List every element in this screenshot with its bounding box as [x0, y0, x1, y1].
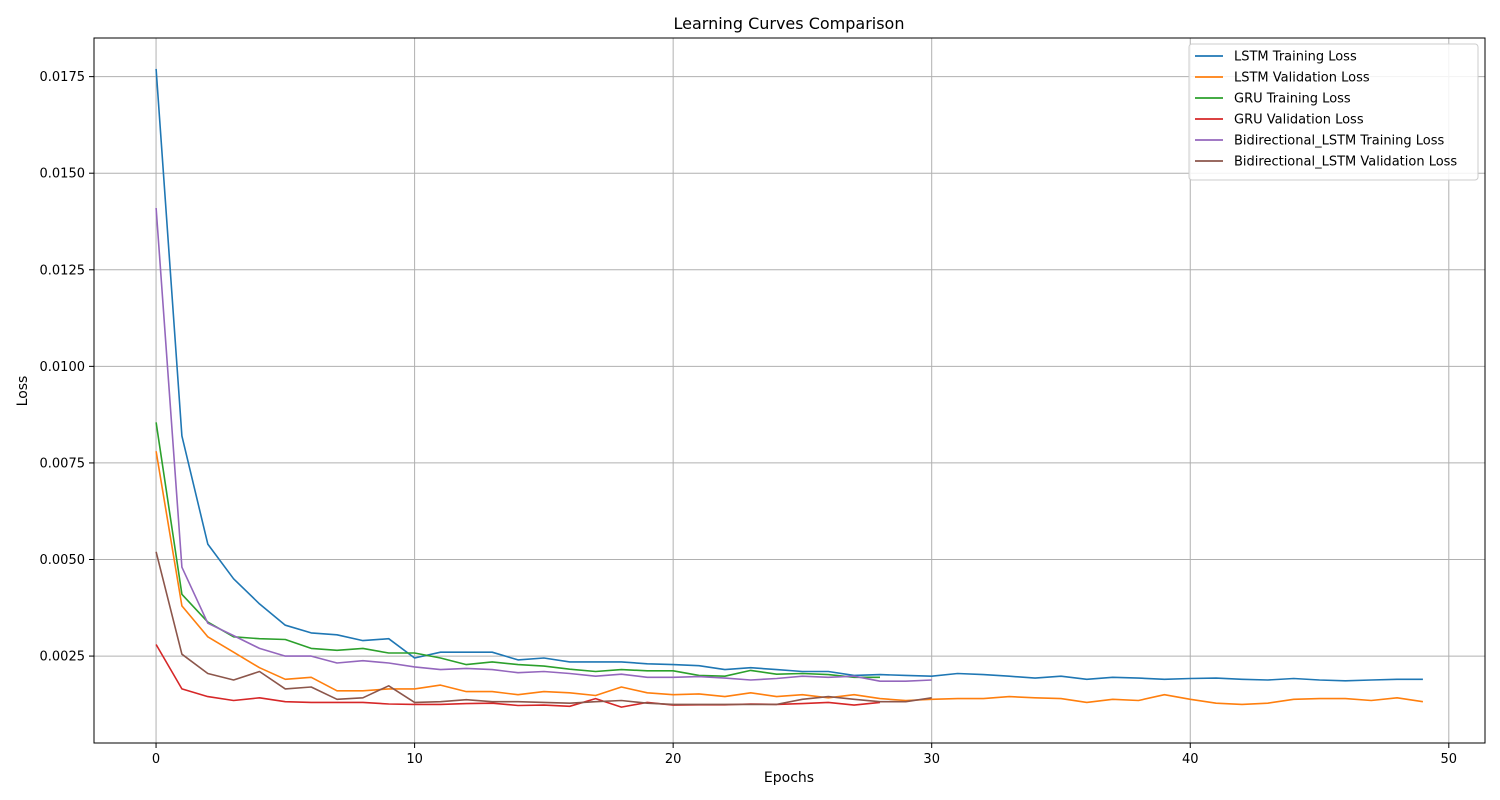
y-tick-label: 0.0125 — [40, 263, 86, 278]
x-tick-label: 50 — [1441, 752, 1458, 767]
chart-title: Learning Curves Comparison — [674, 14, 905, 33]
series-line-bidirectional-lstm-validation-loss — [155, 551, 932, 706]
legend-label: Bidirectional_LSTM Validation Loss — [1234, 155, 1457, 170]
x-axis-ticks: 0 10 20 30 40 50 — [152, 743, 1457, 767]
series-line-lstm-validation-loss — [155, 451, 1424, 706]
x-tick-label: 40 — [1182, 752, 1199, 767]
legend-box — [1188, 43, 1479, 181]
x-tick-label: 30 — [923, 752, 940, 767]
legend-label: LSTM Training Loss — [1234, 50, 1357, 65]
legend: LSTM Training Loss LSTM Validation Loss GR… — [1188, 43, 1479, 181]
x-axis-label: Epochs — [764, 770, 814, 786]
legend-label: Bidirectional_LSTM Training Loss — [1234, 134, 1445, 149]
y-tick-label: 0.0150 — [40, 167, 86, 182]
series-line-bidirectional-lstm-training-loss — [155, 207, 932, 683]
y-tick-label: 0.0050 — [40, 553, 86, 568]
x-tick-label: 10 — [406, 752, 423, 767]
y-tick-label: 0.0100 — [40, 360, 86, 375]
y-tick-label: 0.0175 — [40, 70, 86, 85]
legend-label: GRU Validation Loss — [1234, 113, 1364, 128]
y-tick-label: 0.0025 — [40, 650, 86, 665]
series-line-gru-training-loss — [155, 422, 880, 679]
x-tick-label: 20 — [665, 752, 682, 767]
x-tick-label: 0 — [152, 752, 160, 767]
plot-area-frame — [93, 37, 1486, 744]
y-axis-label: Loss — [15, 376, 31, 407]
y-axis-ticks: 0.0025 0.0050 0.0075 0.0100 0.0125 0.0150 0.01… — [40, 70, 94, 665]
series-line-lstm-training-loss — [155, 68, 1423, 682]
y-tick-label: 0.0075 — [40, 456, 86, 471]
series-lines — [155, 68, 1424, 708]
legend-label: LSTM Validation Loss — [1234, 71, 1370, 86]
legend-label: GRU Training Loss — [1234, 92, 1351, 107]
